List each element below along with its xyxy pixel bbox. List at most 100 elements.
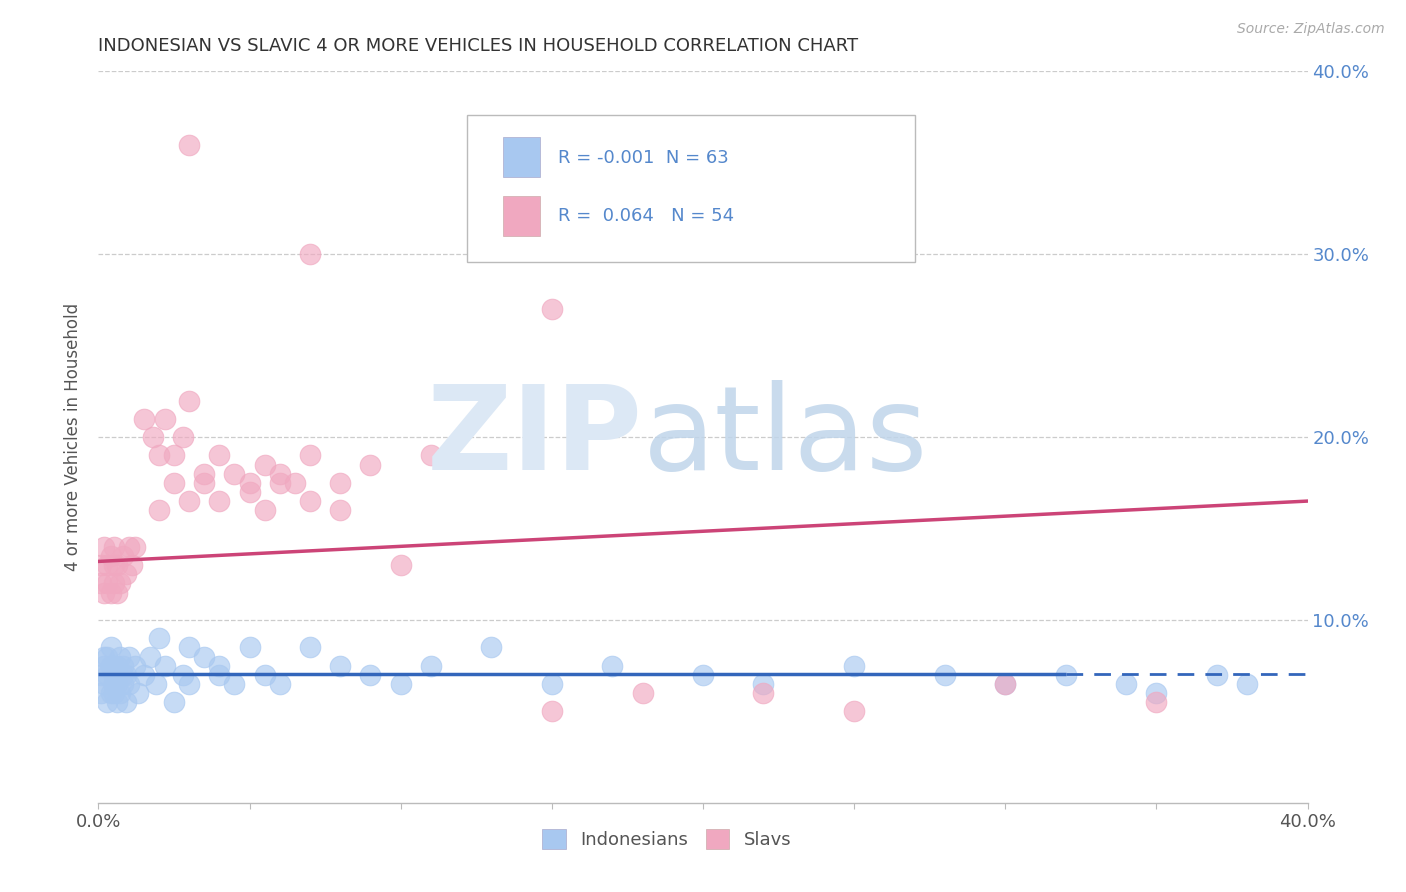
Point [389, 558, 412, 573]
Legend: Indonesians, Slavs: Indonesians, Slavs [534, 822, 799, 856]
Point [1054, 667, 1077, 681]
Point [142, 430, 165, 444]
Point [208, 448, 231, 462]
Point [269, 467, 291, 481]
Point [284, 475, 307, 490]
Point [389, 677, 412, 691]
Point [100, 640, 122, 655]
FancyBboxPatch shape [503, 195, 540, 235]
Point [692, 667, 714, 681]
Point [93, 649, 115, 664]
Point [172, 430, 194, 444]
Point [93, 540, 115, 554]
Point [299, 448, 322, 462]
Point [108, 576, 131, 591]
Point [179, 640, 201, 655]
Point [239, 640, 262, 655]
FancyBboxPatch shape [503, 137, 540, 178]
Point [100, 686, 122, 700]
Point [105, 585, 128, 599]
Point [90, 558, 112, 573]
Point [108, 686, 131, 700]
Point [224, 677, 246, 691]
Text: ZIP: ZIP [426, 380, 643, 494]
Point [90, 667, 112, 681]
Point [103, 558, 125, 573]
Point [631, 686, 654, 700]
Text: INDONESIAN VS SLAVIC 4 OR MORE VEHICLES IN HOUSEHOLD CORRELATION CHART: INDONESIAN VS SLAVIC 4 OR MORE VEHICLES … [98, 37, 859, 54]
Point [224, 467, 246, 481]
Point [163, 448, 186, 462]
Text: R = -0.001  N = 63: R = -0.001 N = 63 [558, 149, 728, 167]
Point [121, 558, 143, 573]
Point [93, 585, 115, 599]
Point [100, 658, 122, 673]
Point [239, 475, 262, 490]
Point [108, 649, 131, 664]
Point [100, 549, 122, 563]
Point [329, 658, 352, 673]
Point [96, 649, 118, 664]
Text: Source: ZipAtlas.com: Source: ZipAtlas.com [1237, 22, 1385, 37]
Point [360, 458, 382, 472]
Point [103, 576, 125, 591]
Text: R =  0.064   N = 54: R = 0.064 N = 54 [558, 207, 734, 225]
Point [96, 558, 118, 573]
Point [1115, 677, 1137, 691]
Point [90, 576, 112, 591]
Point [179, 677, 201, 691]
Point [1236, 677, 1258, 691]
Point [118, 649, 141, 664]
Point [1206, 667, 1229, 681]
FancyBboxPatch shape [467, 115, 915, 261]
Point [93, 677, 115, 691]
Point [163, 695, 186, 709]
Point [103, 667, 125, 681]
Point [100, 585, 122, 599]
Point [105, 558, 128, 573]
Point [105, 695, 128, 709]
Point [1144, 686, 1167, 700]
Point [103, 686, 125, 700]
Point [540, 677, 562, 691]
Point [139, 649, 162, 664]
Point [934, 667, 956, 681]
Point [752, 677, 775, 691]
Point [994, 677, 1017, 691]
Y-axis label: 4 or more Vehicles in Household: 4 or more Vehicles in Household [65, 303, 83, 571]
Point [253, 667, 276, 681]
Point [111, 549, 134, 563]
Point [148, 503, 170, 517]
Point [124, 540, 146, 554]
Point [844, 705, 866, 719]
Point [269, 475, 291, 490]
Point [239, 485, 262, 500]
Point [420, 448, 443, 462]
Point [540, 705, 562, 719]
Point [844, 658, 866, 673]
Point [111, 658, 134, 673]
Point [153, 658, 176, 673]
Point [329, 475, 352, 490]
Point [93, 658, 115, 673]
Point [145, 677, 167, 691]
Point [132, 667, 155, 681]
Point [114, 567, 136, 582]
Point [103, 540, 125, 554]
Point [179, 494, 201, 508]
Point [153, 412, 176, 426]
Point [602, 658, 624, 673]
Point [163, 475, 186, 490]
Point [118, 540, 141, 554]
Point [1144, 695, 1167, 709]
Point [96, 576, 118, 591]
Point [299, 640, 322, 655]
Point [420, 658, 443, 673]
Point [752, 686, 775, 700]
Point [148, 632, 170, 646]
Point [90, 686, 112, 700]
Point [179, 393, 201, 408]
Point [208, 658, 231, 673]
Point [127, 686, 149, 700]
Point [172, 667, 194, 681]
